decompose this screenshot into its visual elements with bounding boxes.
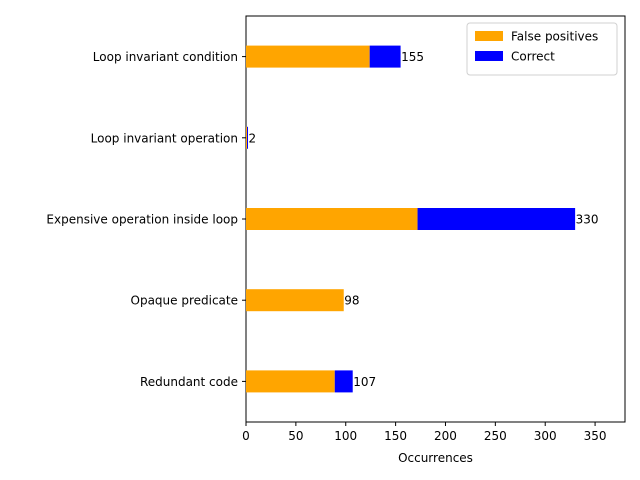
y-tick-label-opaque-predicate: Opaque predicate bbox=[131, 294, 239, 308]
y-tick-label-loop-invariant-operation: Loop invariant operation bbox=[91, 131, 238, 145]
total-label-loop-invariant-condition: 155 bbox=[401, 50, 424, 64]
total-label-redundant-code: 107 bbox=[353, 375, 376, 389]
legend-swatch-false-positives bbox=[475, 31, 503, 41]
x-tick-label-150: 150 bbox=[384, 429, 407, 443]
bar-false-positives-opaque-predicate bbox=[246, 289, 344, 312]
x-tick-label-100: 100 bbox=[334, 429, 357, 443]
x-axis-label: Occurrences bbox=[398, 451, 473, 465]
bar-false-positives-expensive-operation-inside-loop bbox=[246, 208, 418, 230]
x-tick-label-250: 250 bbox=[484, 429, 507, 443]
legend: False positives Correct bbox=[466, 22, 618, 76]
x-tick-label-350: 350 bbox=[584, 429, 607, 443]
legend-box bbox=[466, 22, 618, 76]
bar-correct-loop-invariant-condition bbox=[369, 45, 401, 68]
y-axis: Loop invariant condition Loop invariant o… bbox=[46, 50, 246, 389]
bar-correct-loop-invariant-operation bbox=[246, 126, 248, 149]
total-label-opaque-predicate: 98 bbox=[344, 294, 359, 308]
legend-label-false-positives: False positives bbox=[511, 30, 598, 44]
x-tick-label-200: 200 bbox=[434, 429, 457, 443]
bars bbox=[246, 45, 576, 393]
bar-total-labels: 155 2 330 98 107 bbox=[248, 50, 598, 389]
x-tick-label-0: 0 bbox=[242, 429, 250, 443]
legend-label-correct: Correct bbox=[511, 50, 555, 64]
bar-correct-redundant-code bbox=[334, 370, 353, 393]
legend-swatch-correct bbox=[475, 51, 503, 61]
y-tick-label-redundant-code: Redundant code bbox=[140, 375, 238, 389]
bar-correct-expensive-operation-inside-loop bbox=[417, 208, 576, 230]
total-label-expensive-operation-inside-loop: 330 bbox=[576, 213, 599, 227]
x-axis: 0 50 100 150 200 250 300 350 bbox=[242, 422, 607, 443]
total-label-loop-invariant-operation: 2 bbox=[248, 131, 256, 145]
bar-false-positives-loop-invariant-condition bbox=[246, 45, 370, 68]
bar-false-positives-redundant-code bbox=[246, 370, 335, 393]
x-tick-label-50: 50 bbox=[288, 429, 303, 443]
y-tick-label-loop-invariant-condition: Loop invariant condition bbox=[93, 50, 238, 64]
bar-false-positives-loop-invariant-operation bbox=[246, 126, 247, 149]
y-tick-label-expensive-operation-inside-loop: Expensive operation inside loop bbox=[46, 213, 238, 227]
x-tick-label-300: 300 bbox=[534, 429, 557, 443]
